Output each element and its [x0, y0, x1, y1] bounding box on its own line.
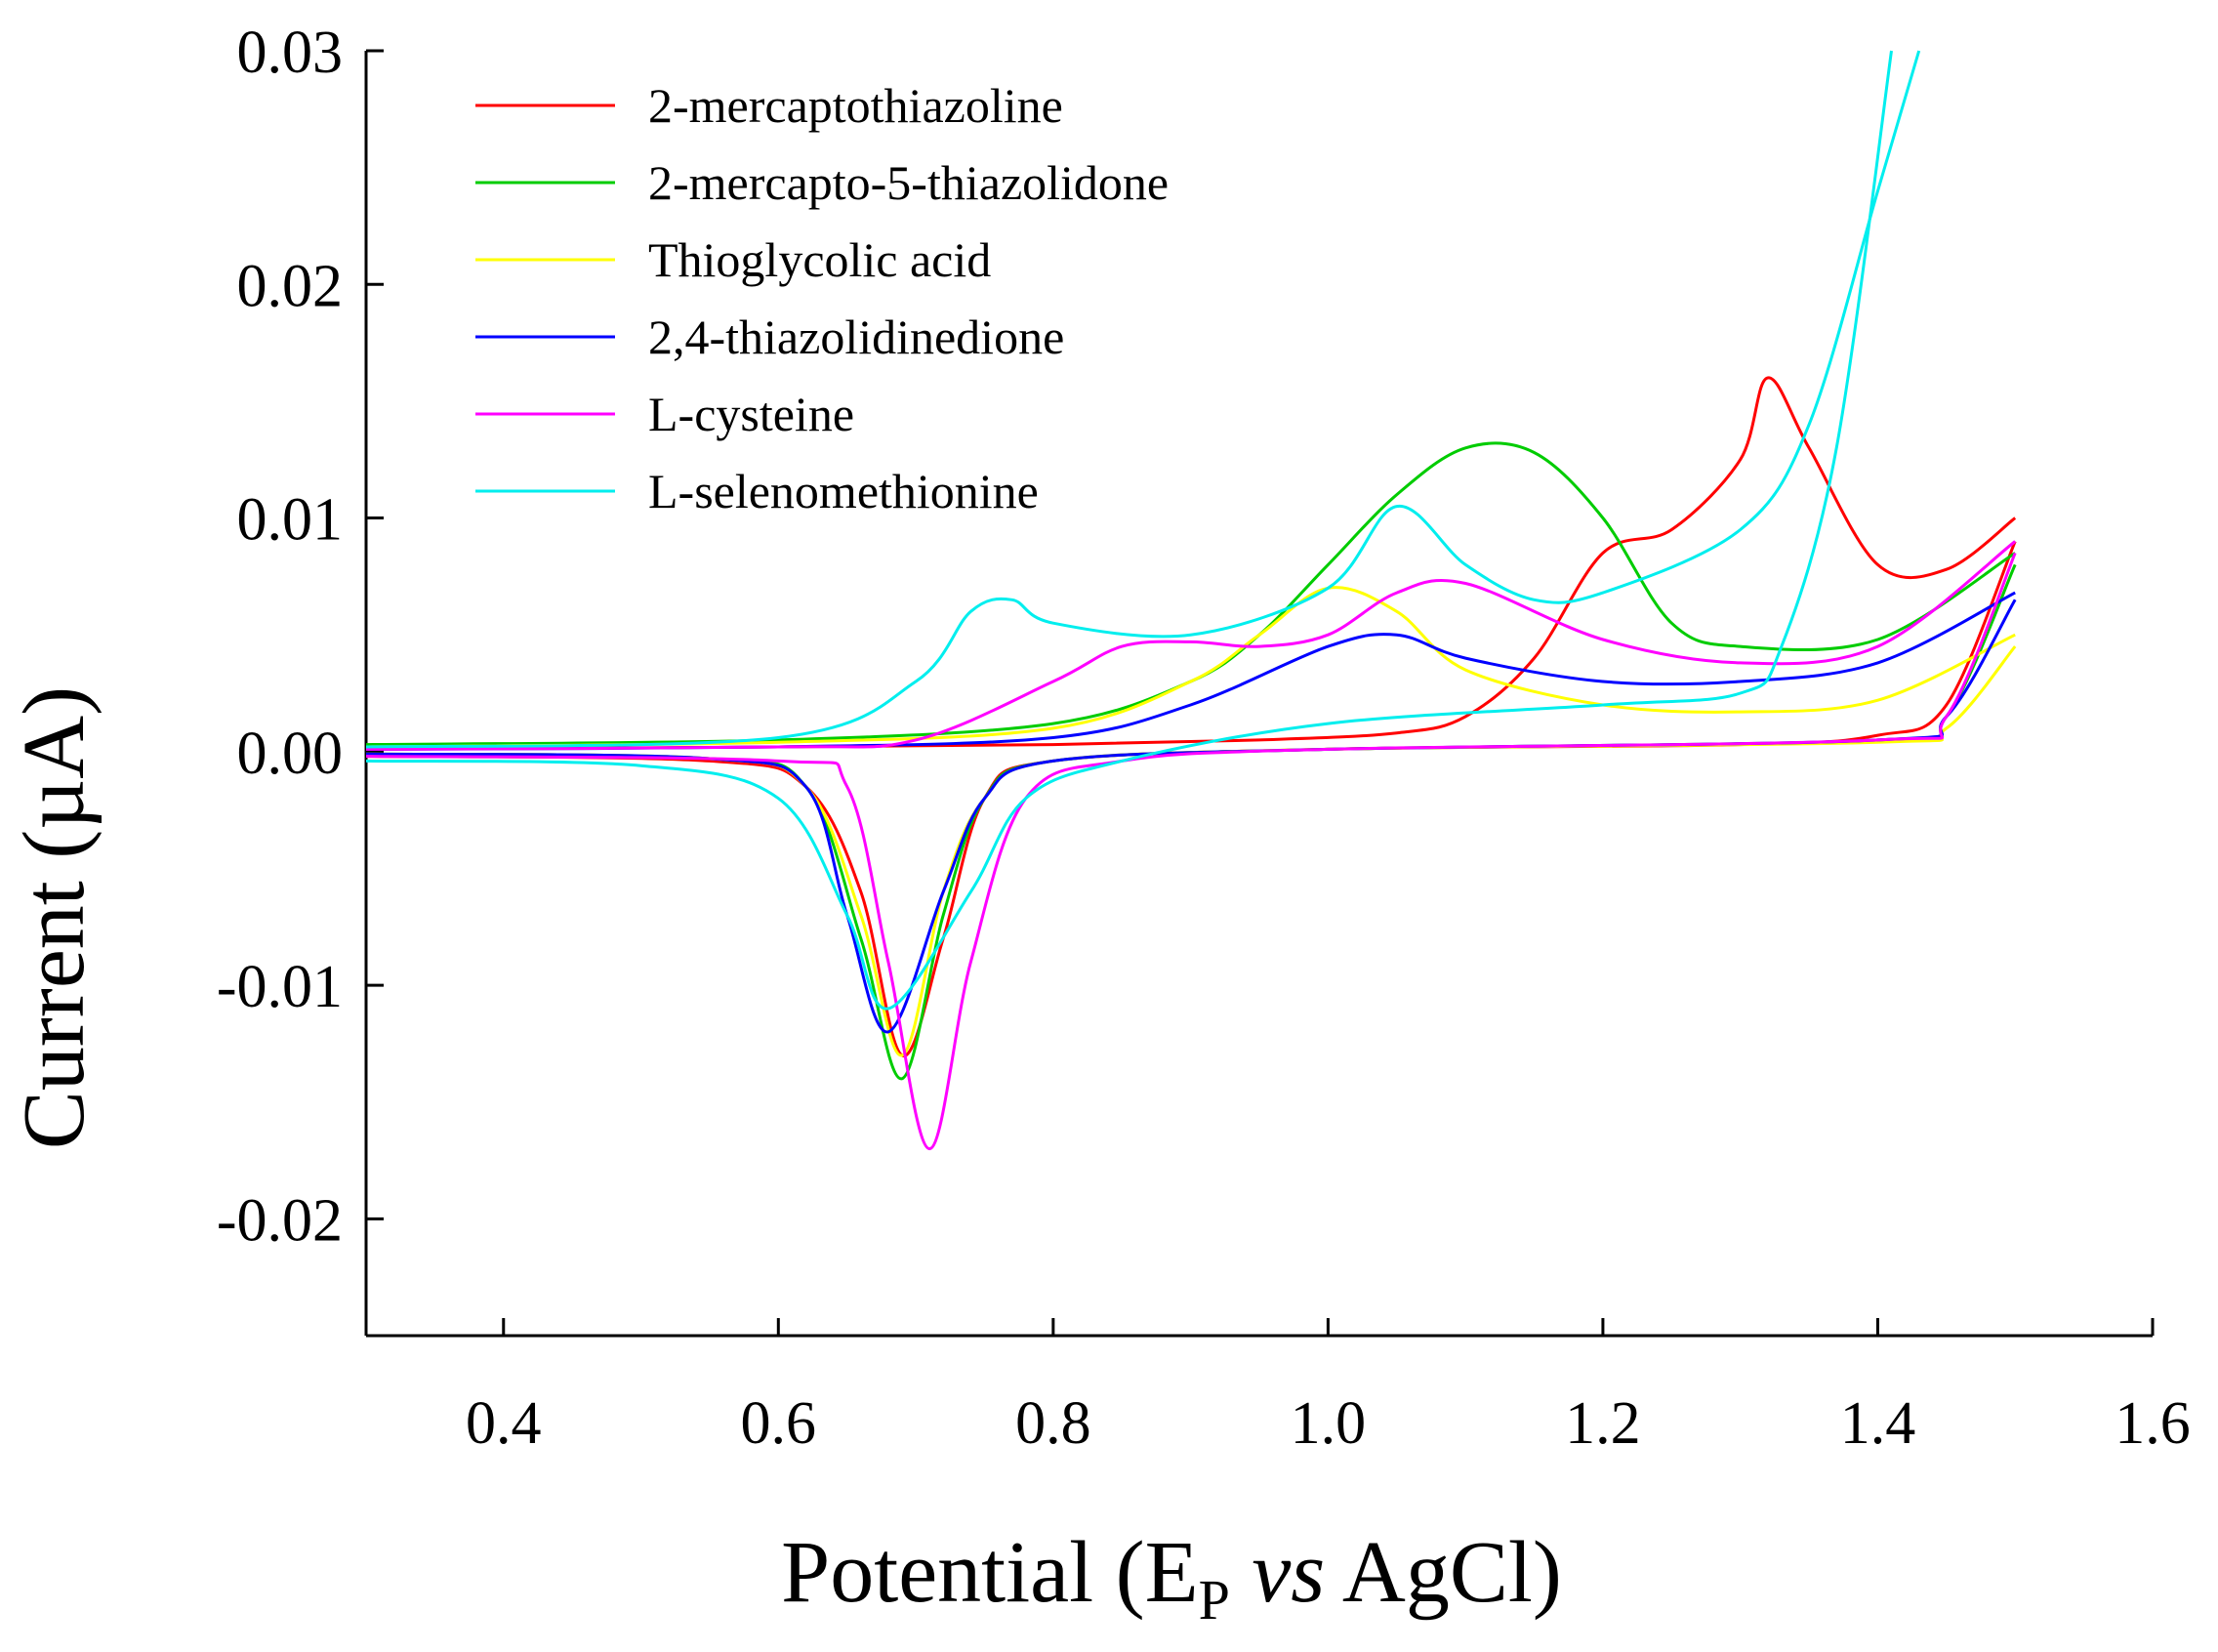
y-tick-label: 0.02: [237, 253, 344, 319]
series-thioglycolic-acid-cathodic: [366, 645, 2017, 1057]
x-axis-label-main: Potential (E: [781, 1524, 1198, 1621]
y-tick-label: -0.02: [217, 1187, 343, 1254]
series-thioglycolic-acid-anodic: [366, 586, 2016, 749]
legend: 2-mercaptothiazoline 2-mercapto-5-thiazol…: [475, 78, 1169, 518]
x-tick-label: 1.2: [1565, 1390, 1641, 1457]
legend-label-l-selenomethionine: L-selenomethionine: [648, 464, 1039, 518]
x-axis-label: Potential (EP vs AgCl): [781, 1524, 1562, 1631]
x-axis-label-italic: vs: [1252, 1524, 1325, 1621]
axes: 0.4 0.6 0.8 1.0 1.2 1.4 1.6 0.03 0.02 0.01 0.00 -0.…: [217, 20, 2191, 1457]
y-axis-label: Current (µA): [6, 686, 103, 1149]
series-2-4-thiazolidinedione-anodic: [366, 591, 2016, 751]
x-tick-label: 1.0: [1291, 1390, 1367, 1457]
legend-label-thioglycolic-acid: Thioglycolic acid: [648, 232, 991, 287]
y-tick-label: -0.01: [217, 954, 343, 1020]
x-tick-label: 0.6: [741, 1390, 817, 1457]
y-tick-label: 0.00: [237, 721, 344, 787]
series-l-selenomethionine-cathodic: [366, 50, 1893, 1011]
y-tick-label: 0.03: [237, 20, 344, 86]
legend-label-2-mercapto-5-thiazolidone: 2-mercapto-5-thiazolidone: [648, 155, 1169, 210]
x-tick-label: 1.4: [1840, 1390, 1916, 1457]
x-tick-label: 1.6: [2115, 1390, 2191, 1457]
x-axis-label-sub: P: [1199, 1568, 1230, 1631]
series-l-cysteine-cathodic: [366, 552, 2017, 1151]
x-tick-label: 0.8: [1015, 1390, 1091, 1457]
series-l-cysteine-anodic: [366, 540, 2017, 751]
x-axis-label-end: AgCl): [1342, 1524, 1562, 1621]
series-2-mercaptothiazoline-anodic: [366, 376, 2017, 751]
legend-label-l-cysteine: L-cysteine: [648, 387, 854, 441]
legend-label-2-mercaptothiazoline: 2-mercaptothiazoline: [648, 78, 1063, 133]
x-tick-label: 0.4: [466, 1390, 542, 1457]
series-lines: [366, 50, 2017, 1151]
y-tick-label: 0.01: [237, 487, 344, 554]
series-2-mercapto-5-thiazolidone-anodic: [366, 441, 2017, 747]
series-l-selenomethionine-anodic: [366, 50, 1921, 749]
legend-label-2-4-thiazolidinedione: 2,4-thiazolidinedione: [648, 310, 1064, 364]
series-2-mercaptothiazoline-cathodic: [366, 540, 2017, 1057]
